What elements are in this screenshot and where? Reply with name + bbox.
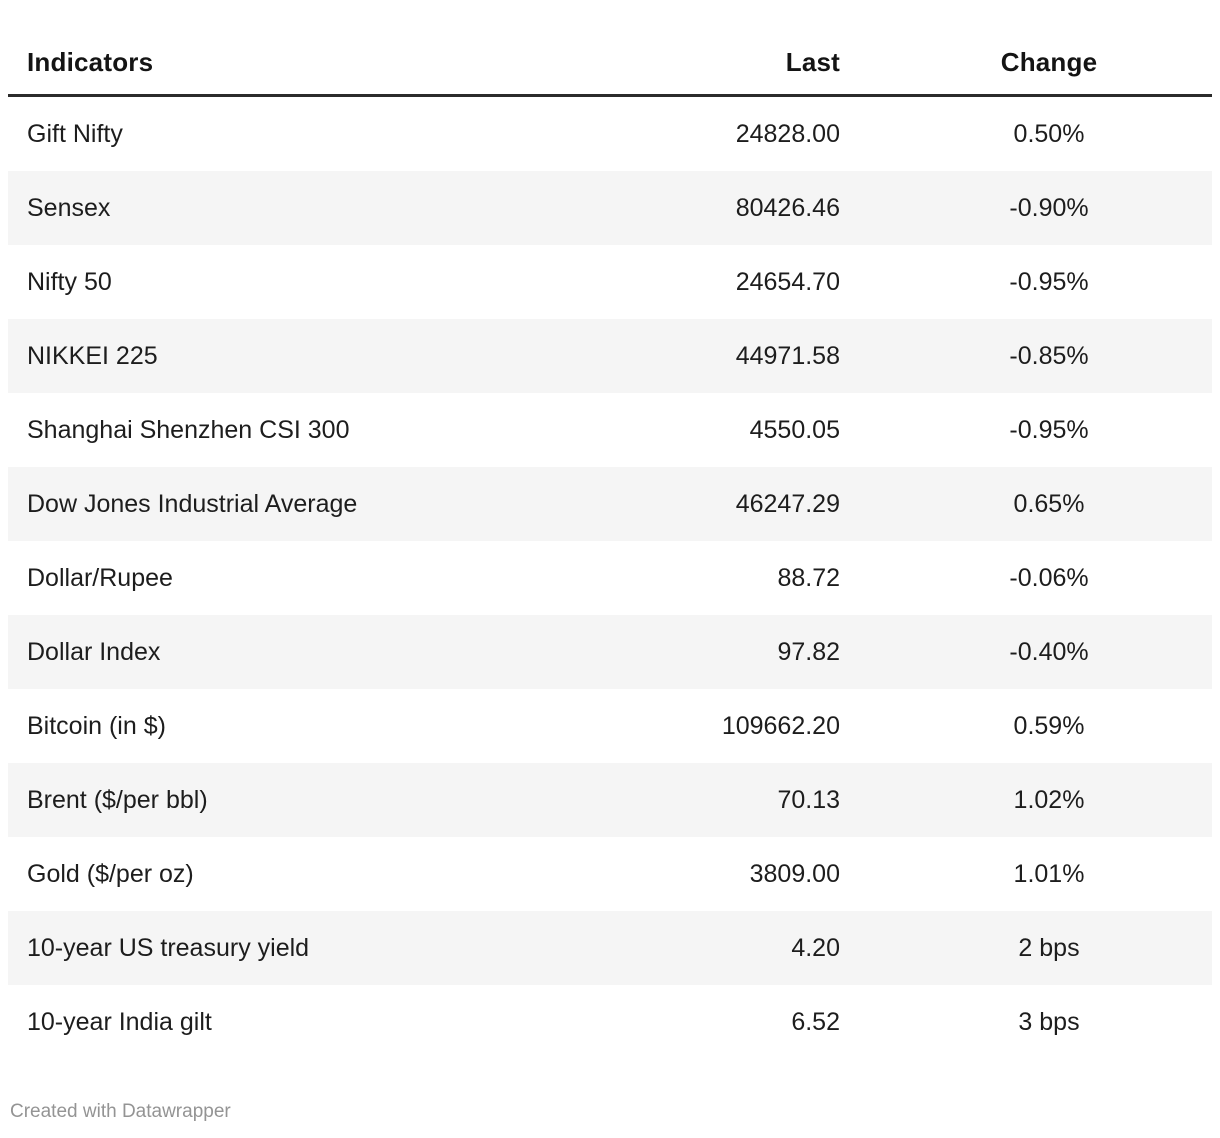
table-row: 10-year US treasury yield 4.20 2 bps (8, 911, 1212, 985)
indicator-name-cell: Brent ($/per bbl) (27, 785, 208, 814)
indicator-name-cell: Dow Jones Industrial Average (27, 489, 358, 518)
last-value-cell: 3809.00 (749, 859, 840, 888)
change-value-cell: 1.01% (1013, 859, 1085, 888)
table-row: Brent ($/per bbl) 70.13 1.02% (8, 763, 1212, 837)
last-value-cell: 44971.58 (735, 341, 840, 370)
change-value-cell: 0.50% (1013, 119, 1085, 148)
indicator-name-cell: Dollar/Rupee (27, 563, 173, 592)
column-header-indicators: Indicators (27, 47, 154, 77)
indicator-name-cell: Nifty 50 (27, 267, 112, 296)
change-value-cell: 1.02% (1013, 785, 1085, 814)
table-row: 10-year India gilt 6.52 3 bps (8, 985, 1212, 1059)
change-value-cell: -0.40% (1009, 637, 1089, 666)
attribution-credit: Created with Datawrapper (10, 1101, 231, 1122)
change-value-cell: 0.65% (1013, 489, 1085, 518)
last-value-cell: 46247.29 (735, 489, 840, 518)
change-value-cell: 2 bps (1018, 933, 1080, 962)
indicator-name-cell: Sensex (27, 193, 111, 222)
column-header-change: Change (1000, 47, 1098, 77)
change-value-cell: -0.95% (1009, 415, 1089, 444)
indicator-name-cell: Shanghai Shenzhen CSI 300 (27, 415, 350, 444)
table-row: Dollar Index 97.82 -0.40% (8, 615, 1212, 689)
table-row: Sensex 80426.46 -0.90% (8, 171, 1212, 245)
table-row: Shanghai Shenzhen CSI 300 4550.05 -0.95% (8, 393, 1212, 467)
table-body: Gift Nifty 24828.00 0.50% Sensex 80426.4… (8, 97, 1212, 1059)
table-row: NIKKEI 225 44971.58 -0.85% (8, 319, 1212, 393)
last-value-cell: 24828.00 (735, 119, 840, 148)
indicator-name-cell: 10-year US treasury yield (27, 933, 310, 962)
indicator-name-cell: Gift Nifty (27, 119, 123, 148)
table-row: Dollar/Rupee 88.72 -0.06% (8, 541, 1212, 615)
change-value-cell: -0.90% (1009, 193, 1089, 222)
change-value-cell: 0.59% (1013, 711, 1085, 740)
indicator-name-cell: Dollar Index (27, 637, 161, 666)
indicators-table: Indicators Last Change Gift Nifty 24828.… (8, 0, 1212, 1059)
table-row: Nifty 50 24654.70 -0.95% (8, 245, 1212, 319)
indicator-name-cell: NIKKEI 225 (27, 341, 158, 370)
table-row: Gold ($/per oz) 3809.00 1.01% (8, 837, 1212, 911)
last-value-cell: 24654.70 (735, 267, 840, 296)
last-value-cell: 4.20 (791, 933, 840, 962)
last-value-cell: 6.52 (791, 1007, 840, 1036)
change-value-cell: -0.85% (1009, 341, 1089, 370)
column-header-last: Last (785, 47, 840, 77)
last-value-cell: 4550.05 (749, 415, 840, 444)
indicator-name-cell: Bitcoin (in $) (27, 711, 166, 740)
last-value-cell: 70.13 (777, 785, 840, 814)
last-value-cell: 97.82 (777, 637, 840, 666)
change-value-cell: -0.95% (1009, 267, 1089, 296)
change-value-cell: 3 bps (1018, 1007, 1080, 1036)
indicator-name-cell: Gold ($/per oz) (27, 859, 194, 888)
last-value-cell: 109662.20 (721, 711, 840, 740)
change-value-cell: -0.06% (1009, 563, 1089, 592)
last-value-cell: 88.72 (777, 563, 840, 592)
table-row: Bitcoin (in $) 109662.20 0.59% (8, 689, 1212, 763)
indicator-name-cell: 10-year India gilt (27, 1007, 212, 1036)
table-header-row: Indicators Last Change (8, 0, 1212, 97)
table-row: Gift Nifty 24828.00 0.50% (8, 97, 1212, 171)
table-row: Dow Jones Industrial Average 46247.29 0.… (8, 467, 1212, 541)
last-value-cell: 80426.46 (735, 193, 840, 222)
